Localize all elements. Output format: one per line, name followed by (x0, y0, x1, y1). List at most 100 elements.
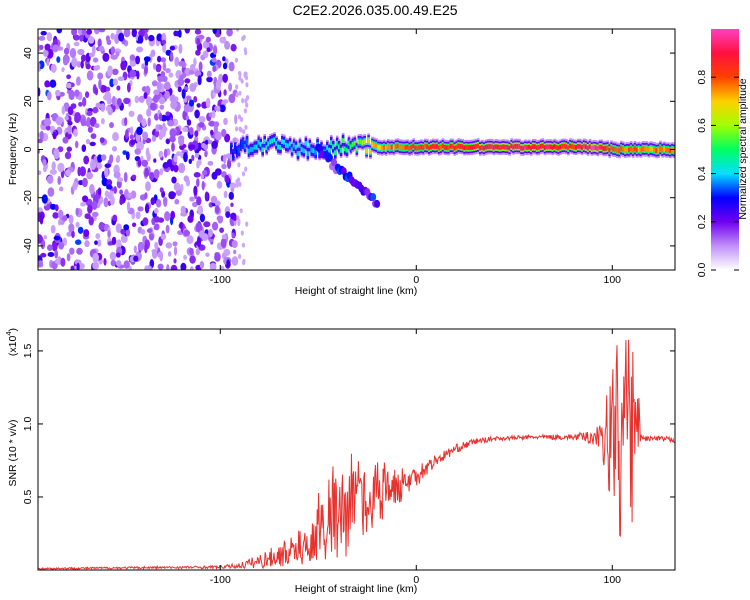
svg-text:(x104): (x104) (4, 328, 19, 356)
track-cell (361, 140, 364, 146)
noise-blob (181, 72, 187, 79)
track-cell (404, 145, 408, 150)
noise-blob (47, 252, 55, 257)
noise-blob (165, 68, 171, 74)
track-cell (649, 146, 653, 152)
track-cell (286, 143, 290, 149)
noise-blob (52, 212, 59, 219)
noise-blob (235, 84, 239, 90)
track-cell (247, 148, 251, 154)
noise-blob (39, 44, 44, 51)
track-cell (328, 147, 331, 153)
noise-blob (146, 108, 152, 117)
noise-blob (226, 29, 233, 37)
noise-blob (196, 38, 201, 45)
track-cell (355, 146, 359, 152)
track-cell (518, 144, 521, 149)
noise-blob (135, 132, 141, 143)
noise-blob (110, 46, 116, 55)
colorbar-tick-label: 0.4 (696, 166, 708, 181)
noise-blob (154, 216, 160, 223)
noise-blob (141, 159, 149, 167)
noise-blob (238, 75, 242, 81)
noise-blob (153, 169, 160, 179)
noise-blob (231, 240, 238, 249)
noise-blob (67, 124, 72, 135)
noise-blob (86, 111, 93, 116)
noise-blob (171, 176, 177, 184)
noise-blob (63, 58, 69, 66)
noise-blob (131, 29, 137, 38)
noise-blob (158, 132, 164, 140)
track-cell (359, 139, 362, 145)
noise-blob (107, 68, 113, 77)
noise-blob (83, 229, 90, 238)
track-cell (584, 144, 588, 150)
track-cell (447, 145, 451, 151)
noise-blob (95, 102, 102, 109)
track-cell (582, 143, 586, 149)
track-cell (481, 145, 484, 150)
noise-blob (188, 99, 195, 107)
noise-blob (135, 211, 141, 220)
noise-blob (204, 191, 209, 202)
noise-blob (189, 247, 194, 256)
noise-blob (44, 80, 51, 88)
noise-blob (173, 154, 178, 163)
noise-blob (94, 240, 98, 245)
track-cell (618, 148, 621, 153)
track-cell (261, 147, 264, 153)
track-cell (537, 145, 541, 150)
noise-blob (228, 93, 236, 104)
track-cell (626, 147, 629, 153)
noise-blob (146, 152, 151, 162)
noise-blob (42, 159, 47, 167)
track-cell (430, 144, 433, 150)
track-cell (237, 148, 241, 153)
y-tick-label: 40 (22, 47, 34, 59)
noise-blob (46, 58, 50, 66)
track-cell (275, 141, 278, 146)
track-cell (390, 144, 394, 150)
track-cell (516, 144, 519, 149)
noise-blob (214, 200, 221, 207)
noise-blob (206, 70, 212, 78)
noise-blob (157, 55, 162, 63)
noise-blob (51, 161, 56, 171)
snr-series-line (38, 339, 675, 570)
noise-blob (81, 29, 87, 36)
track-cell (418, 145, 421, 150)
noise-blob (243, 47, 247, 53)
noise-blob (187, 215, 194, 223)
track-cell (526, 145, 529, 150)
track-cell (488, 144, 492, 149)
noise-blob (39, 130, 44, 140)
track-cell (506, 144, 509, 150)
noise-blob (141, 118, 147, 127)
track-cell (236, 149, 239, 155)
noise-blob (92, 261, 99, 270)
track-cell (486, 144, 490, 150)
noise-blob (153, 62, 157, 70)
noise-blob (205, 36, 211, 43)
noise-blob (194, 29, 202, 35)
noise-blob (72, 181, 78, 191)
x-tick-label: -100 (210, 574, 231, 586)
track-cell (524, 144, 527, 150)
noise-blob (76, 247, 83, 255)
noise-blob (170, 100, 178, 110)
track-cell (386, 144, 390, 150)
track-cell (445, 145, 449, 150)
snr-scale: (x104) (4, 328, 19, 356)
noise-blob (195, 49, 201, 56)
track-cell (667, 147, 670, 153)
noise-blob (50, 224, 56, 234)
noise-blob (52, 44, 59, 53)
noise-blob (212, 29, 217, 34)
noise-blob (60, 257, 66, 267)
x-tick-label: 100 (604, 274, 622, 286)
track-cell (441, 143, 445, 149)
noise-blob (242, 129, 246, 135)
noise-blob (241, 36, 245, 42)
track-cell (290, 147, 294, 153)
